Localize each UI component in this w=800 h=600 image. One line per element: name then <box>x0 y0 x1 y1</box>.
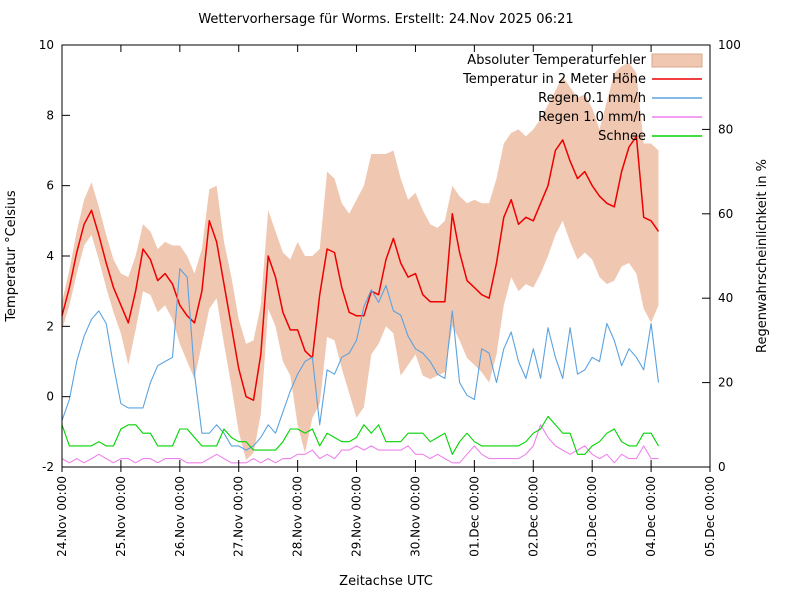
x-tick-label: 26.Nov 00:00 <box>173 476 187 557</box>
legend-label-temperature-2m: Temperatur in 2 Meter Höhe <box>462 72 646 87</box>
y-tick-label-right: 40 <box>718 291 733 305</box>
x-tick-label: 03.Dec 00:00 <box>585 476 599 557</box>
legend-label-snow: Schnee <box>598 129 646 144</box>
temperature-2m-line <box>61 135 660 401</box>
x-tick-label: 27.Nov 00:00 <box>232 476 246 557</box>
x-tick-label: 04.Dec 00:00 <box>644 476 658 557</box>
plot-area <box>61 62 660 464</box>
x-tick-label: 02.Dec 00:00 <box>526 476 540 557</box>
chart-title: Wettervorhersage für Worms. Erstellt: 24… <box>198 12 573 27</box>
y-tick-label-left: 2 <box>46 319 54 333</box>
axes: 24.Nov 00:00 25.Nov 00:00 26.Nov 00:00 27.N… <box>39 38 741 557</box>
x-tick-label: 29.Nov 00:00 <box>350 476 364 557</box>
plot-border <box>61 44 711 468</box>
rain-01mmh-line <box>61 268 660 451</box>
x-tick-label: 28.Nov 00:00 <box>291 476 305 557</box>
y-tick-label-right: 60 <box>718 207 733 221</box>
x-tick-label: 25.Nov 00:00 <box>114 476 128 557</box>
y-tick-label-left: 10 <box>39 38 54 52</box>
y-tick-label-left: 6 <box>46 179 54 193</box>
y-tick-label-left: 0 <box>46 390 54 404</box>
y-tick-label-left: 4 <box>46 249 54 263</box>
snow-line <box>61 415 659 455</box>
x-tick-label: 30.Nov 00:00 <box>408 476 422 557</box>
y-tick-label-right: 20 <box>718 376 733 390</box>
x-tick-label: 05.Dec 00:00 <box>703 476 717 557</box>
y-tick-label-right: 0 <box>718 460 726 474</box>
y-tick-label-right: 100 <box>718 38 741 52</box>
error-band <box>62 62 659 460</box>
y-tick-label-right: 80 <box>718 122 733 136</box>
legend-label-rain-10mmh: Regen 1.0 mm/h <box>538 110 646 125</box>
legend-label-rain-01mmh: Regen 0.1 mm/h <box>538 91 646 106</box>
y-axis-label-left: Temperatur °Celsius <box>4 190 19 323</box>
y-axis-label-right: Regenwahrscheinlichkeit in % <box>755 159 770 353</box>
y-tick-label-left: 8 <box>46 108 54 122</box>
y-tick-label-left: -2 <box>42 460 54 474</box>
legend-label-error-band: Absoluter Temperaturfehler <box>467 53 646 68</box>
x-tick-label: 24.Nov 00:00 <box>55 476 69 557</box>
x-tick-label: 01.Dec 00:00 <box>467 476 481 557</box>
legend-swatch-error-band <box>651 53 703 68</box>
rain-10mmh-line <box>61 424 659 464</box>
x-axis-label: Zeitachse UTC <box>339 574 433 589</box>
